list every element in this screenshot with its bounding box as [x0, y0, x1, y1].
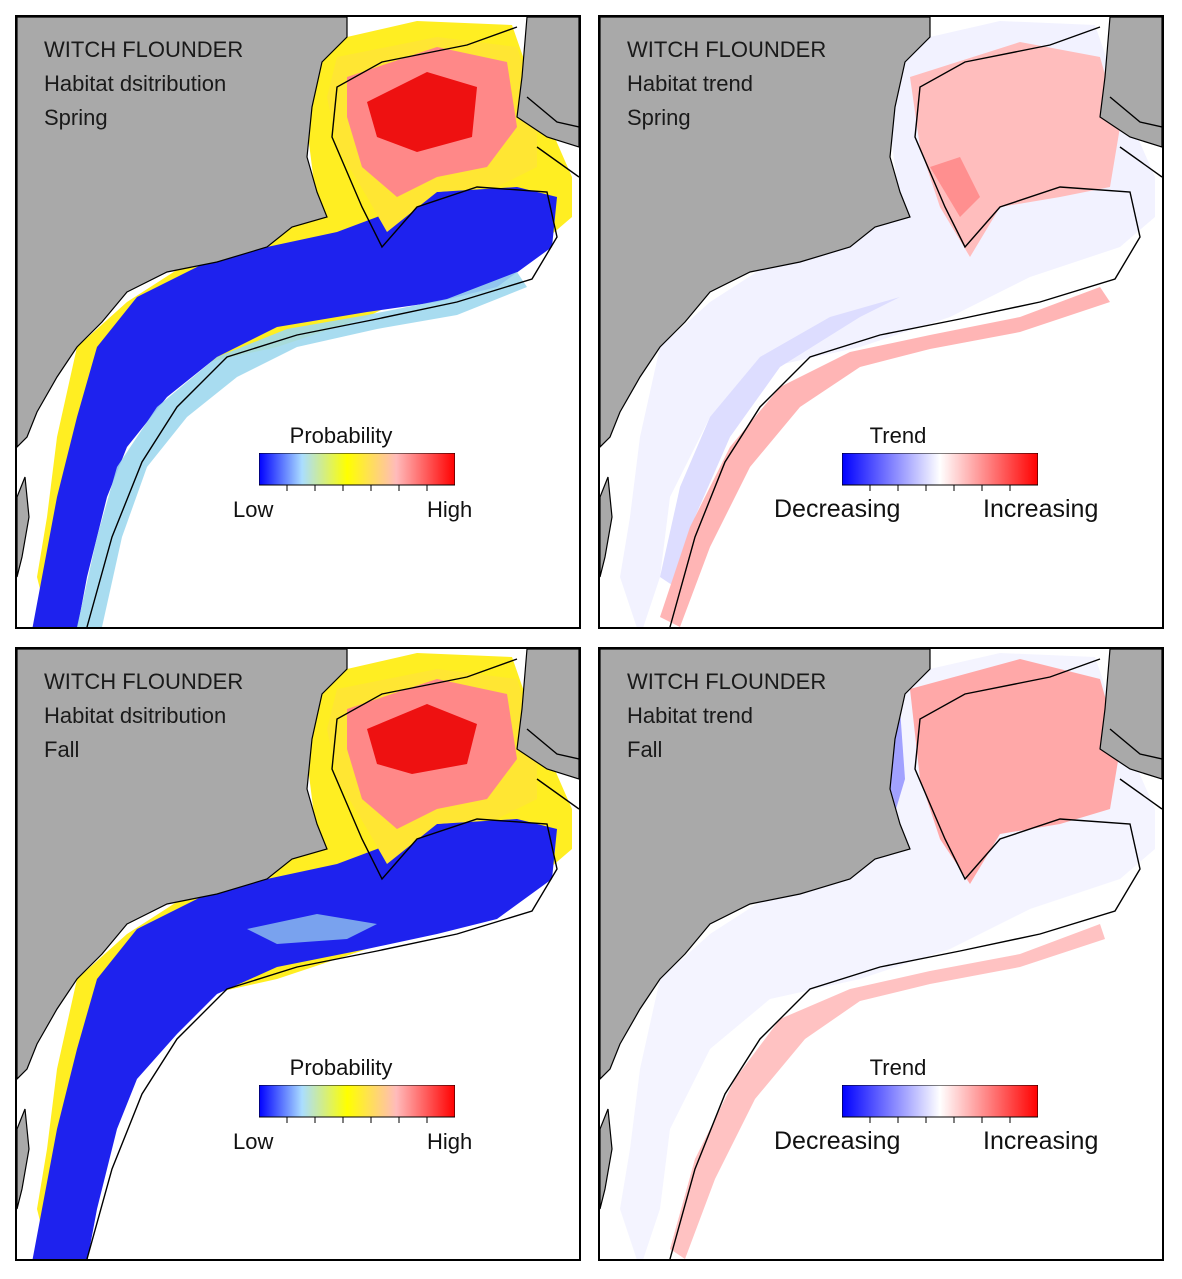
map-panel-spring-distribution: WITCH FLOUNDER Habitat dsitribution Spri…	[15, 15, 581, 629]
probability-legend: Probability Low High	[191, 1053, 491, 1163]
land-layer	[17, 17, 579, 578]
panel-titles: WITCH FLOUNDER Habitat trend Fall	[627, 665, 826, 767]
season-title: Fall	[44, 737, 80, 762]
legend-title: Probability	[289, 423, 393, 448]
habitat-layer	[620, 21, 1155, 627]
species-title: WITCH FLOUNDER	[627, 669, 827, 694]
depth-contours	[86, 26, 579, 627]
legend-title: Trend	[869, 423, 927, 448]
map-panel-fall-trend: WITCH FLOUNDER Habitat trend Fall Trend …	[598, 647, 1164, 1261]
legend-low-label: Decreasing	[774, 495, 901, 523]
habitat-map	[17, 649, 579, 1259]
metric-title: Habitat trend	[627, 71, 753, 96]
trend-legend: Trend Decreasing Increasing	[748, 1053, 1098, 1163]
metric-title: Habitat dsitribution	[44, 703, 227, 728]
legend-title: Probability	[289, 1055, 393, 1080]
season-title: Spring	[627, 105, 691, 130]
panel-titles: WITCH FLOUNDER Habitat dsitribution Fall	[44, 665, 243, 767]
habitat-map	[600, 17, 1162, 627]
metric-title: Habitat dsitribution	[44, 71, 227, 96]
species-title: WITCH FLOUNDER	[627, 37, 827, 62]
legend-title: Trend	[869, 1055, 927, 1080]
legend-high-label: Increasing	[983, 1127, 1099, 1155]
land-layer	[600, 17, 1162, 578]
species-title: WITCH FLOUNDER	[44, 669, 244, 694]
probability-legend: Probability Low High	[191, 421, 491, 531]
species-title: WITCH FLOUNDER	[44, 37, 244, 62]
land-layer	[17, 649, 579, 1210]
panel-titles: WITCH FLOUNDER Habitat dsitribution Spri…	[44, 33, 243, 135]
habitat-map	[600, 649, 1162, 1259]
legend-low-label: Low	[233, 497, 274, 522]
panel-titles: WITCH FLOUNDER Habitat trend Spring	[627, 33, 826, 135]
legend-low-label: Decreasing	[774, 1127, 901, 1155]
metric-title: Habitat trend	[627, 703, 753, 728]
trend-legend: Trend Decreasing Increasing	[748, 421, 1098, 531]
depth-contours	[669, 658, 1162, 1259]
color-ramp-bar	[259, 453, 455, 491]
legend-high-label: High	[427, 497, 473, 522]
season-title: Fall	[627, 737, 663, 762]
color-ramp-bar	[842, 1085, 1038, 1123]
color-ramp-bar	[842, 453, 1038, 491]
depth-contours	[669, 26, 1162, 627]
legend-high-label: High	[427, 1129, 473, 1154]
season-title: Spring	[44, 105, 108, 130]
land-layer	[600, 649, 1162, 1210]
legend-high-label: Increasing	[983, 495, 1099, 523]
habitat-map	[17, 17, 579, 627]
map-panel-fall-distribution: WITCH FLOUNDER Habitat dsitribution Fall…	[15, 647, 581, 1261]
depth-contours	[86, 658, 579, 1259]
habitat-layer	[32, 21, 572, 627]
color-ramp-bar	[259, 1085, 455, 1123]
legend-low-label: Low	[233, 1129, 274, 1154]
map-panel-spring-trend: WITCH FLOUNDER Habitat trend Spring Tren…	[598, 15, 1164, 629]
habitat-layer	[32, 653, 572, 1259]
